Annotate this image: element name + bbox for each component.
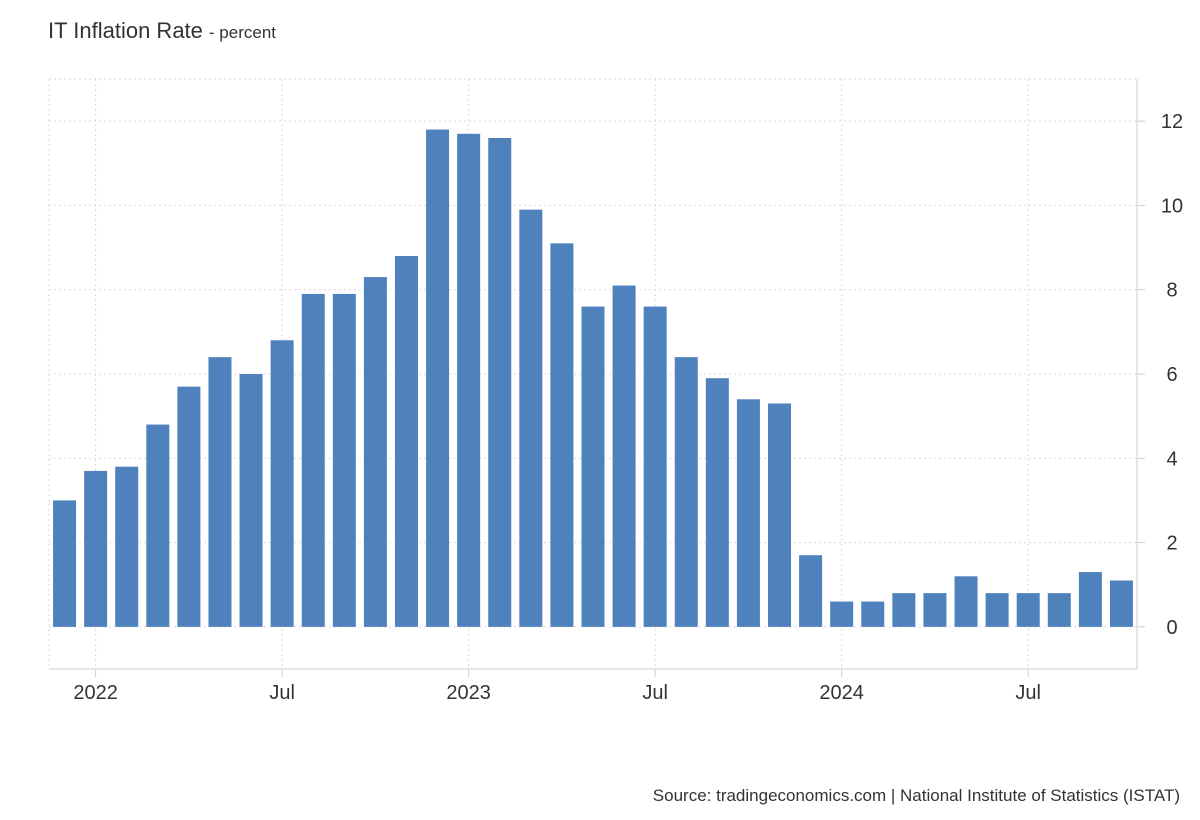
x-tick-label: Jul <box>642 682 668 704</box>
bar-2022-08 <box>301 293 325 627</box>
chart-title: IT Inflation Rate <box>48 18 203 43</box>
bar-2022-03 <box>146 424 170 627</box>
x-tick-label: Jul <box>269 682 295 704</box>
bar-2024-03 <box>892 593 916 627</box>
bar-2024-08 <box>1047 593 1071 627</box>
bar-2022-01 <box>84 470 108 627</box>
bar-2022-05 <box>208 357 232 627</box>
bar-2023-08 <box>674 357 698 627</box>
bar-2023-12 <box>799 555 823 627</box>
y-tick-label: 10 <box>1161 195 1183 217</box>
bar-2021-12 <box>53 500 77 627</box>
bar-2022-10 <box>363 277 387 627</box>
bar-2024-01 <box>830 601 854 627</box>
bar-2023-03 <box>519 209 543 627</box>
bar-2023-01 <box>457 133 481 627</box>
bar-2024-05 <box>954 576 978 627</box>
bar-2024-10 <box>1109 580 1133 627</box>
bar-2024-07 <box>1016 593 1040 627</box>
bar-2024-02 <box>861 601 885 627</box>
bar-2022-06 <box>239 374 263 627</box>
y-tick-label: 12 <box>1161 111 1183 133</box>
bar-2023-09 <box>705 378 729 627</box>
bar-2023-04 <box>550 243 574 627</box>
bar-2022-02 <box>115 466 139 627</box>
source-credit: Source: tradingeconomics.com | National … <box>652 786 1180 805</box>
chart-subtitle: - percent <box>208 23 276 42</box>
x-tick-label: 2023 <box>446 682 491 704</box>
bar-2022-09 <box>332 293 356 627</box>
x-tick-label: 2022 <box>73 682 118 704</box>
bar-2022-04 <box>177 386 201 627</box>
bar-2023-05 <box>581 306 605 627</box>
y-tick-label: 6 <box>1166 364 1177 386</box>
y-tick-label: 0 <box>1166 617 1177 639</box>
bar-2024-09 <box>1078 572 1102 627</box>
bar-2023-11 <box>768 403 792 627</box>
bar-2022-12 <box>426 129 450 627</box>
bar-2023-07 <box>643 306 667 627</box>
chart-title-group: IT Inflation Rate - percent <box>48 18 276 44</box>
bar-2024-06 <box>985 593 1009 627</box>
bar-2023-06 <box>612 285 636 627</box>
bar-2023-10 <box>736 399 760 627</box>
y-tick-label: 2 <box>1166 533 1177 555</box>
bar-2023-02 <box>488 138 512 627</box>
bar-2022-07 <box>270 340 294 627</box>
y-tick-label: 4 <box>1166 448 1177 470</box>
x-tick-label: Jul <box>1015 682 1041 704</box>
bar-2022-11 <box>394 256 418 627</box>
x-tick-label: 2024 <box>819 682 864 704</box>
y-tick-label: 8 <box>1166 280 1177 302</box>
bar-2024-04 <box>923 593 947 627</box>
